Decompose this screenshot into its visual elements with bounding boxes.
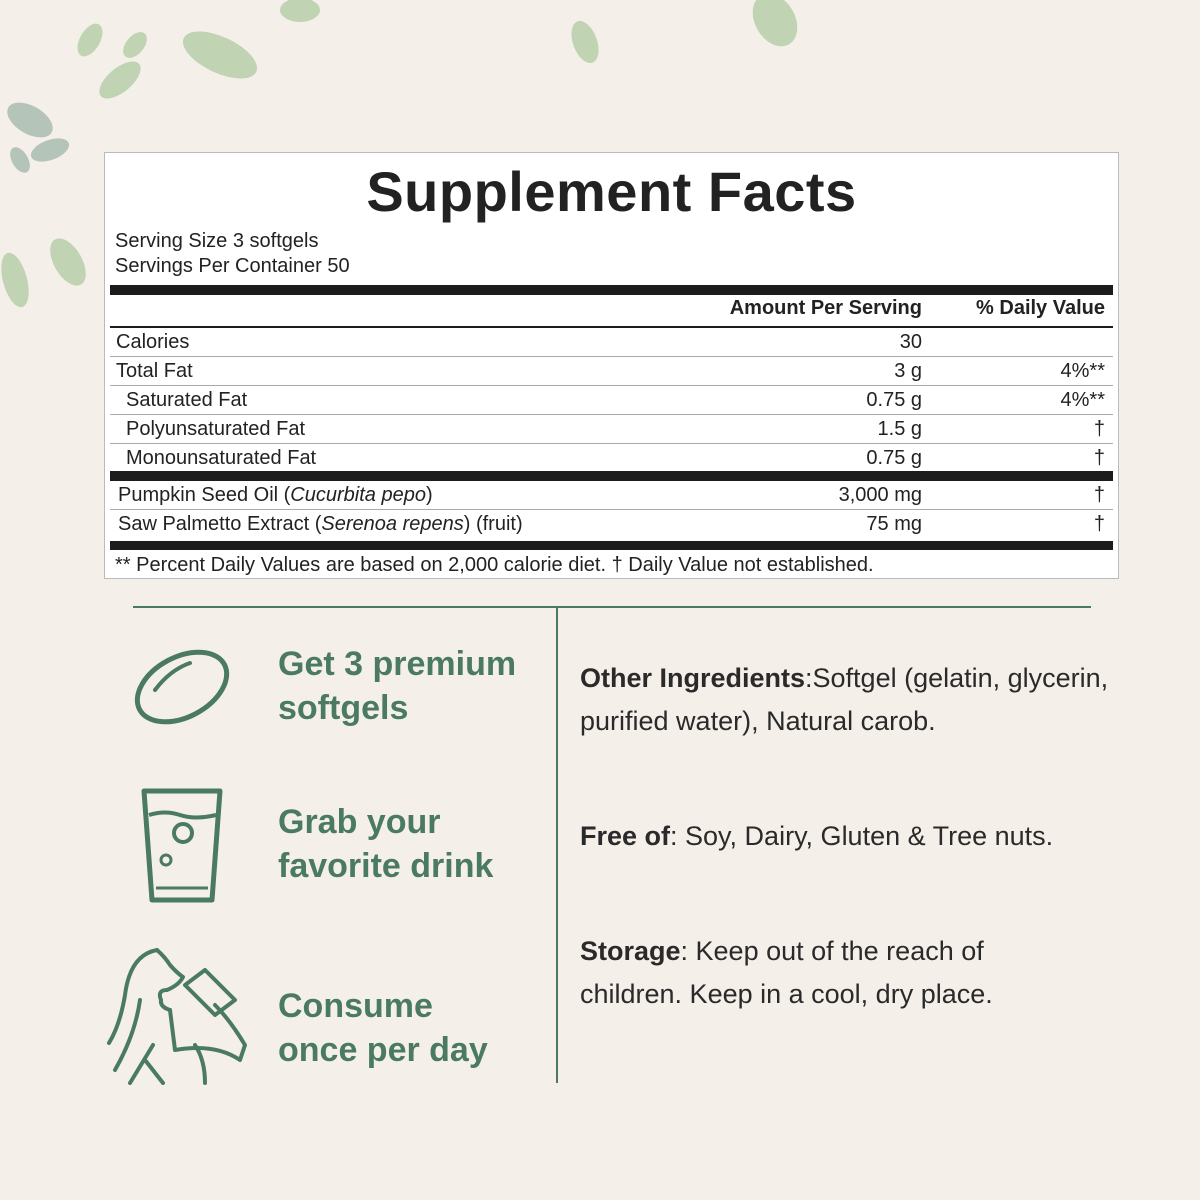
divider [110,385,1113,386]
nutrient-daily: † [1093,418,1105,440]
nutrient-row: Total Fat 3 g 4%** [110,357,1113,386]
nutrient-amount: 0.75 g [866,389,922,411]
free-of: Free of: Soy, Dairy, Gluten & Tree nuts. [580,821,1054,851]
divider-thick [110,285,1113,295]
decorative-leaves [1,0,798,308]
nutrient-daily: 4%** [1060,360,1105,382]
divider [110,414,1113,415]
divider [110,509,1113,510]
nutrient-row: Saturated Fat 0.75 g 4%** [110,386,1113,415]
step-2-text: Grab your favorite drink [278,803,494,885]
supplement-facts-panel: Supplement Facts Serving Size 3 softgels… [104,152,1119,579]
nutrient-name: Polyunsaturated Fat [126,418,305,440]
ingredient-row: Pumpkin Seed Oil (Cucurbita pepo) 3,000 m… [110,481,1113,510]
nutrient-name: Monounsaturated Fat [126,447,317,469]
ingredient-row: Saw Palmetto Extract (Serenoa repens) (f… [110,510,1113,539]
nutrient-amount: 30 [899,331,922,353]
serving-size: Serving Size 3 softgels [115,230,319,252]
nutrient-daily: 4%** [1060,389,1105,411]
nutrient-row: Polyunsaturated Fat 1.5 g † [110,415,1113,444]
nutrient-amount: 1.5 g [877,418,922,440]
ingredient-daily: † [1093,513,1105,535]
nutrient-row: Monounsaturated Fat 0.75 g † [110,444,1113,473]
facts-title: Supplement Facts [366,160,857,223]
header-daily-value: % Daily Value [976,297,1105,319]
ingredient-amount: 75 mg [866,513,922,535]
glass-icon [141,788,223,903]
column-divider [556,607,558,1083]
step-3-text: Consume once per day [278,987,488,1069]
softgel-icon [134,649,230,725]
header-amount: Amount Per Serving [729,297,922,319]
ingredient-daily: † [1093,484,1105,506]
divider [110,443,1113,444]
woman-drinking-icon [107,948,247,1085]
nutrient-daily: † [1093,447,1105,469]
nutrient-name: Calories [116,331,190,353]
step-1-text: Get 3 premium softgels [278,645,517,727]
storage: Storage: Keep out of the reach of childr… [580,936,993,1009]
other-ingredients: Other Ingredients:Softgel (gelatin, glyc… [580,663,1109,736]
divider [110,356,1113,357]
nutrient-amount: 3 g [894,360,922,382]
ingredient-name: Pumpkin Seed Oil (Cucurbita pepo) [118,484,433,506]
nutrient-name: Total Fat [116,360,193,382]
nutrient-amount: 0.75 g [866,447,922,469]
nutrient-name: Saturated Fat [126,389,248,411]
section-divider [133,606,1091,608]
divider [110,326,1113,328]
footnote: ** Percent Daily Values are based on 2,0… [115,554,874,576]
divider-thick [110,541,1113,550]
servings-per-container: Servings Per Container 50 [115,255,350,277]
nutrient-row: Calories 30 [110,328,1113,357]
ingredient-amount: 3,000 mg [838,484,922,506]
divider-thick [110,471,1113,481]
ingredient-name: Saw Palmetto Extract (Serenoa repens) (f… [118,513,523,535]
